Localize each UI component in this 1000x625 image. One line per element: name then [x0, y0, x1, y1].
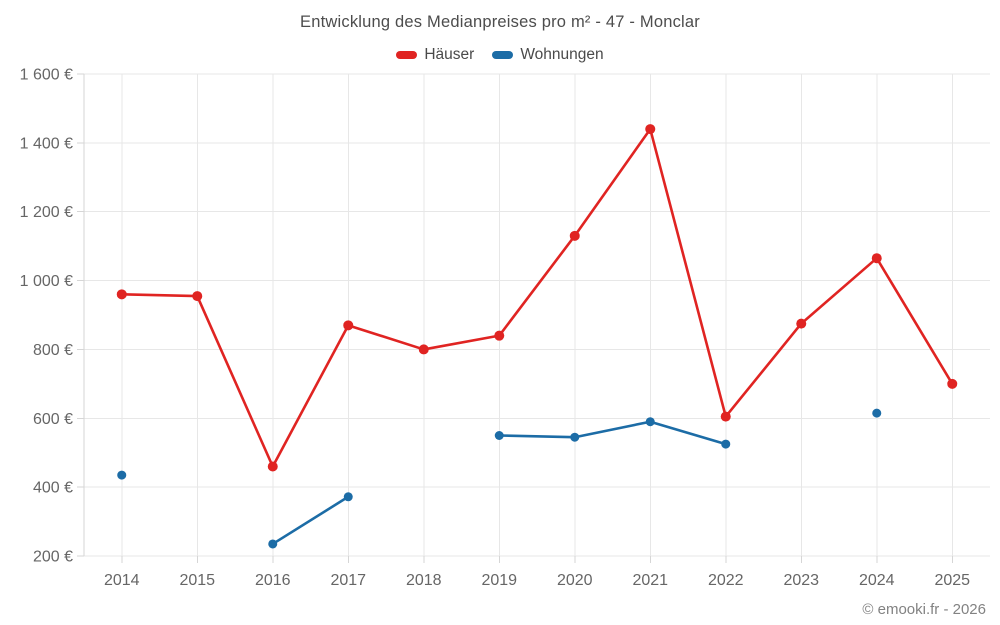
chart-title: Entwicklung des Medianpreises pro m² - 4… [300, 13, 700, 31]
svg-text:2024: 2024 [859, 572, 895, 589]
svg-text:2025: 2025 [934, 572, 970, 589]
legend-label-wohnungen: Wohnungen [520, 46, 604, 63]
svg-text:2022: 2022 [708, 572, 744, 589]
chart-legend: Häuser Wohnungen [0, 46, 1000, 64]
svg-text:400 €: 400 € [33, 480, 73, 497]
svg-text:200 €: 200 € [33, 549, 73, 566]
svg-text:2023: 2023 [783, 572, 819, 589]
legend-swatch-wohnungen-icon [492, 51, 514, 59]
svg-text:2016: 2016 [255, 572, 291, 589]
legend-label-haeuser: Häuser [424, 46, 475, 63]
legend-item-haeuser[interactable]: Häuser [396, 46, 474, 64]
svg-text:800 €: 800 € [33, 342, 73, 359]
legend-swatch-haeuser-icon [396, 51, 418, 59]
svg-text:2014: 2014 [104, 572, 140, 589]
svg-text:2019: 2019 [481, 572, 517, 589]
watermark: © emooki.fr - 2026 [862, 601, 986, 618]
svg-text:1 200 €: 1 200 € [20, 204, 73, 221]
svg-text:2017: 2017 [330, 572, 366, 589]
legend-item-wohnungen[interactable]: Wohnungen [492, 46, 604, 64]
svg-text:1 400 €: 1 400 € [20, 135, 73, 152]
svg-text:1 600 €: 1 600 € [20, 67, 73, 84]
svg-text:2021: 2021 [632, 572, 668, 589]
svg-text:2018: 2018 [406, 572, 442, 589]
svg-text:1 000 €: 1 000 € [20, 273, 73, 290]
svg-text:2020: 2020 [557, 572, 593, 589]
svg-text:600 €: 600 € [33, 411, 73, 428]
svg-text:2015: 2015 [179, 572, 215, 589]
